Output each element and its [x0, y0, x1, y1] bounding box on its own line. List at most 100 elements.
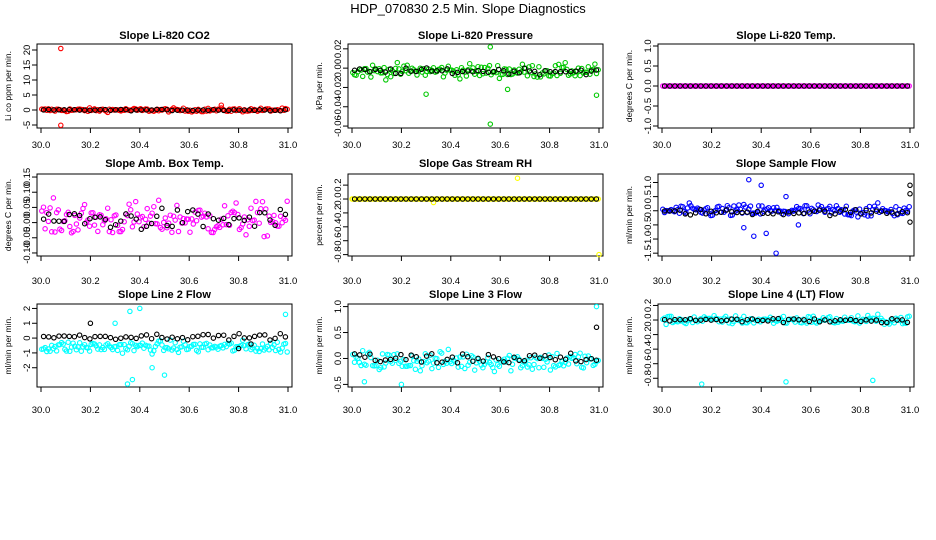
data-point	[109, 229, 116, 236]
median-point	[547, 354, 553, 361]
data-point	[780, 313, 787, 320]
median-point	[744, 209, 751, 215]
data-point	[411, 357, 417, 364]
data-point	[129, 376, 136, 383]
panel-9: Slope Line 4 (LT) Flow-0.8-0.6-0.4-0.20.…	[624, 289, 919, 416]
median-point	[210, 106, 217, 113]
median-point	[246, 214, 253, 220]
data-point	[369, 62, 376, 69]
median-point	[439, 196, 445, 202]
median-point	[66, 211, 73, 218]
data-point	[420, 196, 427, 202]
data-point	[853, 209, 860, 215]
data-point	[55, 207, 62, 213]
y-tick-label: -0.10	[22, 242, 33, 264]
data-point	[848, 212, 855, 219]
data-point	[741, 313, 747, 320]
data-point	[463, 73, 470, 79]
median-point	[780, 211, 787, 218]
median-point	[87, 215, 93, 222]
median-point	[220, 107, 227, 114]
data-point	[253, 348, 259, 354]
median-point	[703, 211, 709, 217]
median-point	[749, 316, 756, 322]
data-point	[798, 83, 805, 89]
data-point	[466, 196, 473, 202]
data-point	[379, 351, 386, 357]
data-point	[113, 212, 119, 218]
median-point	[692, 83, 699, 89]
data-point	[486, 62, 493, 69]
y-tick-label: 0	[22, 107, 33, 112]
data-point	[251, 342, 257, 349]
data-point	[808, 83, 815, 89]
median-point	[444, 196, 450, 202]
median-point	[552, 356, 559, 363]
median-point	[459, 68, 466, 75]
data-point	[473, 196, 480, 202]
median-point	[351, 67, 358, 74]
data-point	[368, 74, 374, 80]
median-point	[56, 333, 62, 339]
median-point	[154, 106, 160, 113]
median-point	[593, 67, 600, 73]
x-tick-label: 30.6	[491, 276, 510, 287]
data-point	[359, 347, 366, 354]
data-point	[438, 350, 445, 356]
data-point	[747, 203, 754, 209]
median-point	[526, 68, 533, 74]
data-point	[676, 210, 683, 216]
median-point	[677, 316, 683, 323]
data-point	[187, 229, 193, 235]
data-point	[119, 226, 126, 233]
median-point	[76, 332, 83, 338]
median-point	[672, 83, 678, 89]
data-point	[457, 76, 463, 82]
median-point	[444, 356, 450, 363]
median-point	[588, 68, 595, 74]
y-tick-label: 0.10	[22, 183, 33, 202]
median-point	[832, 318, 838, 324]
data-point	[755, 203, 762, 209]
median-point	[112, 336, 119, 343]
x-tick-label: 31.0	[901, 276, 920, 287]
median-point	[873, 317, 880, 323]
y-tick-label: 0.05	[22, 198, 33, 217]
median-point	[573, 68, 579, 74]
median-point	[413, 196, 420, 202]
data-point	[526, 361, 532, 368]
median-point	[159, 334, 165, 341]
data-point	[406, 196, 412, 202]
data-point	[679, 203, 686, 210]
median-point	[459, 196, 466, 202]
y-tick-label: -5	[22, 121, 33, 129]
data-point	[595, 196, 601, 202]
data-point	[160, 347, 167, 354]
median-point	[672, 208, 678, 214]
median-point	[164, 222, 170, 229]
median-point	[118, 218, 124, 224]
data-point	[531, 361, 537, 368]
data-point	[378, 364, 384, 371]
data-point	[529, 62, 536, 69]
median-point	[501, 359, 507, 365]
median-point	[423, 196, 430, 202]
y-tick-label: -0.4	[333, 219, 344, 235]
median-point	[200, 331, 206, 338]
y-axis-label: percent per min.	[314, 184, 324, 245]
y-tick-label: -0.02	[333, 77, 344, 99]
median-point	[470, 68, 476, 75]
x-tick-label: 30.4	[442, 405, 461, 416]
data-point	[445, 346, 452, 353]
median-point	[713, 83, 720, 89]
data-point	[159, 226, 165, 232]
data-point	[154, 221, 160, 227]
median-point	[195, 211, 201, 217]
median-point	[516, 357, 522, 364]
median-point	[801, 83, 807, 89]
median-point	[490, 354, 497, 360]
median-point	[718, 318, 725, 324]
data-point	[284, 349, 290, 355]
median-point	[382, 357, 389, 363]
x-tick-label: 30.6	[180, 276, 199, 287]
